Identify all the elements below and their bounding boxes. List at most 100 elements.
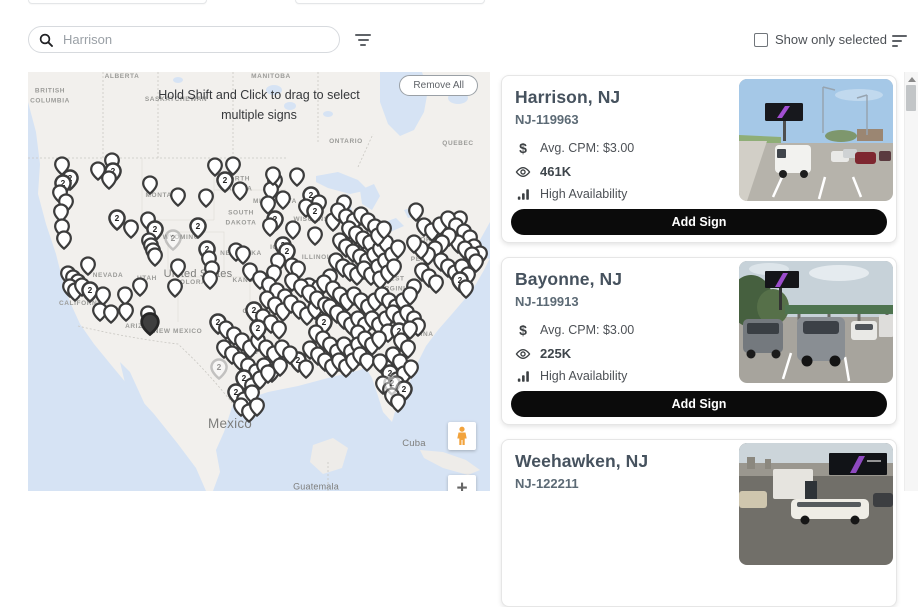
map-pin[interactable] xyxy=(370,330,388,355)
map-pin[interactable] xyxy=(264,166,282,191)
svg-text:2: 2 xyxy=(285,246,290,256)
map-pin[interactable] xyxy=(259,195,277,220)
map-pin[interactable] xyxy=(141,175,159,200)
map-pin[interactable] xyxy=(234,245,252,270)
map-pin[interactable] xyxy=(261,217,279,242)
scrollbar[interactable] xyxy=(904,72,918,491)
map-pin[interactable] xyxy=(248,397,266,422)
add-sign-button[interactable]: Add Sign xyxy=(511,391,887,417)
scrollbar-up-arrow[interactable] xyxy=(908,77,916,82)
map-pin[interactable] xyxy=(385,258,403,283)
svg-text:2: 2 xyxy=(115,213,120,223)
map-pin[interactable] xyxy=(427,274,445,299)
show-only-selected-toggle[interactable]: Show only selected xyxy=(754,32,887,47)
search-input[interactable] xyxy=(61,31,329,48)
map-pin[interactable] xyxy=(122,219,140,244)
map-pin[interactable] xyxy=(231,181,249,206)
svg-text:2: 2 xyxy=(309,190,314,200)
svg-text:2: 2 xyxy=(390,378,395,388)
map-pin[interactable] xyxy=(389,393,407,418)
map-pin[interactable] xyxy=(288,167,306,192)
map-pin[interactable] xyxy=(89,161,107,186)
scrollbar-thumb[interactable] xyxy=(906,85,916,111)
map-pin[interactable] xyxy=(55,230,73,255)
sign-views: 461K xyxy=(515,164,883,179)
map-cluster-pin[interactable]: 2 xyxy=(382,374,402,401)
map-pin[interactable] xyxy=(169,187,187,212)
dollar-icon: $ xyxy=(519,322,527,338)
sign-availability: High Availability xyxy=(515,369,883,383)
map-cluster-pin[interactable]: 2 xyxy=(80,281,100,308)
zoom-in-button[interactable]: + xyxy=(448,475,476,491)
map-pin[interactable] xyxy=(405,234,423,259)
map-pin[interactable] xyxy=(100,170,118,195)
map-pin[interactable] xyxy=(401,320,419,345)
svg-text:2: 2 xyxy=(217,362,222,372)
map-pin[interactable] xyxy=(467,253,485,278)
svg-text:2: 2 xyxy=(111,166,116,176)
map-pin[interactable] xyxy=(169,258,187,283)
map-cluster-pin[interactable]: 2 xyxy=(107,209,127,236)
svg-text:2: 2 xyxy=(388,368,393,378)
sign-id: NJ-119963 xyxy=(515,112,579,127)
map-pin-selected[interactable] xyxy=(139,312,161,341)
truncated-field-top-right xyxy=(295,0,485,4)
map-pin[interactable] xyxy=(206,157,224,182)
svg-text:2: 2 xyxy=(296,355,301,365)
map-pin[interactable] xyxy=(281,345,299,370)
map-pin[interactable] xyxy=(297,359,315,384)
sign-cpm: $ Avg. CPM: $3.00 xyxy=(519,140,635,156)
map-pin[interactable] xyxy=(259,364,277,389)
map-cluster-pin[interactable]: 2 xyxy=(305,202,325,229)
sign-photo xyxy=(739,443,893,565)
add-sign-button[interactable]: Add Sign xyxy=(511,209,887,235)
map-pin[interactable] xyxy=(306,226,324,251)
map-cluster-pin[interactable]: 2 xyxy=(163,229,183,256)
map-pin[interactable] xyxy=(146,247,164,272)
svg-text:2: 2 xyxy=(61,178,66,188)
map-pin[interactable] xyxy=(375,220,393,245)
map-pin[interactable] xyxy=(271,357,289,382)
map-pin[interactable] xyxy=(270,320,288,345)
svg-text:2: 2 xyxy=(171,233,176,243)
map-pin[interactable] xyxy=(402,359,420,384)
bar-chart-icon xyxy=(517,188,529,200)
bar-chart-icon xyxy=(517,370,529,382)
svg-text:2: 2 xyxy=(402,384,407,394)
filter-icon[interactable] xyxy=(354,32,372,48)
map-pin[interactable] xyxy=(102,304,120,329)
svg-text:2: 2 xyxy=(216,317,221,327)
map-pin[interactable] xyxy=(457,279,475,304)
map-cluster-pin[interactable]: 2 xyxy=(215,171,235,198)
map-pin[interactable] xyxy=(197,188,215,213)
pegman-control[interactable] xyxy=(448,422,476,450)
map-canvas[interactable]: BRITISH COLUMBIA ALBERTA SASKATCHEWAN MANIT… xyxy=(28,72,490,491)
map-pin[interactable] xyxy=(117,302,135,327)
eye-icon xyxy=(515,166,531,177)
map-pin[interactable] xyxy=(358,352,376,377)
remove-all-button[interactable]: Remove All xyxy=(399,75,478,96)
search-bar[interactable] xyxy=(28,26,340,53)
map-pin[interactable] xyxy=(79,256,97,281)
map-pin[interactable] xyxy=(166,278,184,303)
map-pin[interactable] xyxy=(201,270,219,295)
map-pin[interactable] xyxy=(274,190,292,215)
pegman-icon xyxy=(457,426,467,445)
sign-photo xyxy=(739,261,893,383)
map-pin[interactable] xyxy=(284,220,302,245)
map-cluster-pin[interactable]: 2 xyxy=(188,217,208,244)
sign-id: NJ-119913 xyxy=(515,294,579,309)
map-cluster-pin[interactable]: 2 xyxy=(209,358,229,385)
search-icon xyxy=(39,33,53,47)
map-cluster-pin[interactable]: 2 xyxy=(248,319,268,346)
svg-text:2: 2 xyxy=(242,373,247,383)
map-pin[interactable] xyxy=(399,339,417,364)
sort-icon[interactable] xyxy=(892,34,908,48)
map-pin[interactable] xyxy=(407,202,425,227)
map-pin[interactable] xyxy=(389,239,407,264)
sign-photo-wrap xyxy=(739,79,893,201)
map-pin[interactable] xyxy=(401,286,419,311)
map-pin[interactable] xyxy=(224,156,242,181)
map-pin[interactable] xyxy=(131,277,149,302)
svg-text:2: 2 xyxy=(397,326,402,336)
